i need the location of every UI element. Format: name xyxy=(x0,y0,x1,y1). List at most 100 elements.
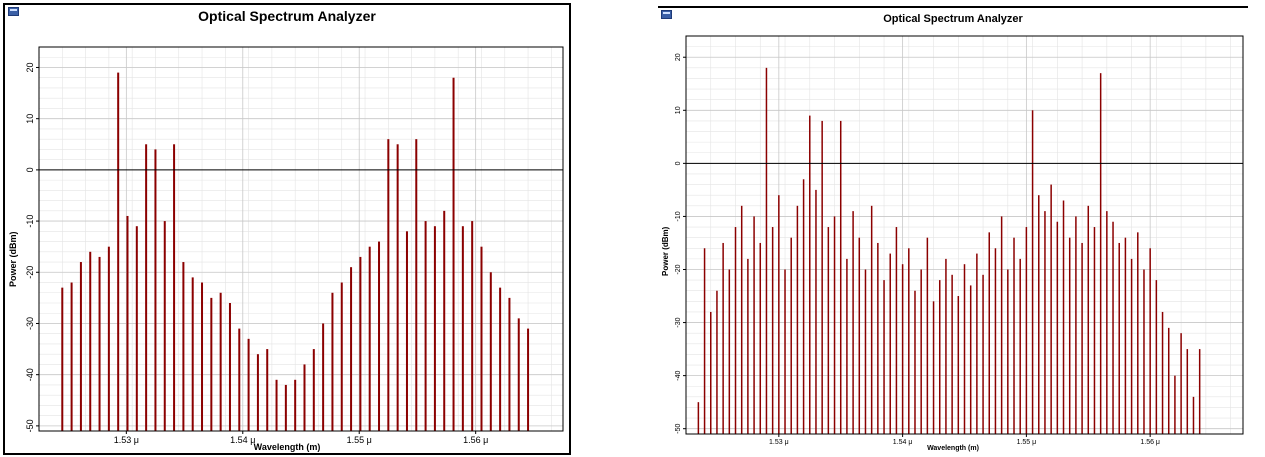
spectral-line xyxy=(815,189,817,434)
spectral-line xyxy=(765,67,768,434)
spectral-line xyxy=(1124,237,1127,434)
spectral-line xyxy=(517,318,520,431)
spectral-line xyxy=(1007,269,1009,434)
spectral-line xyxy=(126,215,129,431)
spectral-line xyxy=(778,195,780,434)
spectral-line xyxy=(858,237,861,434)
spectral-line xyxy=(275,379,278,431)
plot-frame xyxy=(38,46,564,432)
spectral-line xyxy=(821,120,823,434)
spectral-line xyxy=(839,120,842,434)
spectral-line xyxy=(368,246,371,431)
spectral-line xyxy=(945,258,947,434)
spectral-line xyxy=(284,384,287,431)
spectral-line xyxy=(322,323,325,431)
spectral-line xyxy=(173,144,176,431)
spectral-line xyxy=(994,248,997,434)
y-tick-label: -40 xyxy=(25,368,35,381)
y-tick-label: -50 xyxy=(25,419,35,432)
spectral-line xyxy=(79,262,82,431)
spectral-line xyxy=(1062,200,1065,434)
spectral-line xyxy=(969,285,972,434)
spectral-line xyxy=(359,256,362,431)
spectral-line xyxy=(1025,227,1028,434)
y-axis-label: Power (dBm) xyxy=(661,226,670,276)
y-tick-label: 10 xyxy=(25,114,35,124)
spectral-line xyxy=(722,242,724,434)
spectral-line xyxy=(827,227,830,434)
spectral-line xyxy=(266,349,269,431)
spectral-line xyxy=(163,221,166,431)
spectral-line xyxy=(135,226,138,431)
y-tick-label: -10 xyxy=(675,211,682,221)
spectral-line xyxy=(182,262,185,431)
spectral-line xyxy=(864,269,867,434)
x-tick-label: 1.54 μ xyxy=(893,439,913,446)
spectral-line xyxy=(833,216,836,434)
spectral-line xyxy=(228,303,231,431)
x-axis-label: Wavelength (m) xyxy=(927,445,979,452)
spectral-line xyxy=(238,328,241,431)
spectral-line xyxy=(728,269,731,434)
spectral-line xyxy=(889,253,891,434)
spectral-line xyxy=(117,72,120,431)
spectral-line xyxy=(951,274,953,434)
spectral-line xyxy=(1093,227,1096,434)
spectrum-plot-left: -50 -40 -30 -20 -10 0 10 20 1.53 μ 1.54 μ 1.55 μ 1.… xyxy=(25,46,564,445)
spectral-line xyxy=(1161,311,1164,434)
spectral-line xyxy=(471,221,474,431)
spectral-line xyxy=(1038,195,1040,434)
spectral-line xyxy=(433,226,436,431)
spectral-line xyxy=(716,290,718,434)
spectral-line xyxy=(1019,258,1021,434)
spectral-line xyxy=(350,267,353,431)
y-tick-label: -30 xyxy=(25,317,35,330)
spectral-line xyxy=(926,237,929,434)
y-tick-label: -40 xyxy=(675,370,682,380)
spectral-line xyxy=(957,296,960,434)
spectral-line xyxy=(753,216,755,434)
x-tick-label: 1.56 μ xyxy=(1140,439,1160,446)
spectral-line xyxy=(908,248,910,434)
spectral-line xyxy=(796,205,799,434)
spectral-line xyxy=(1056,221,1059,434)
spectral-line xyxy=(1112,221,1114,434)
y-tick-label: -30 xyxy=(675,317,682,327)
spectral-line xyxy=(1087,205,1090,434)
spectral-line xyxy=(424,221,427,431)
spectral-line xyxy=(145,144,148,431)
y-tick-label: -20 xyxy=(675,264,682,274)
spectral-line xyxy=(387,139,390,431)
spectral-line xyxy=(1081,242,1083,434)
y-tick-label: 20 xyxy=(25,62,35,72)
spectral-line xyxy=(443,210,446,431)
window-icon xyxy=(661,10,672,19)
spectral-line xyxy=(988,232,991,434)
spectral-line xyxy=(895,227,898,434)
spectral-line xyxy=(303,364,306,431)
spectrum-panel-left: Optical Spectrum Analyzer -50 -40 -30 -20 -1… xyxy=(3,3,571,455)
spectral-line xyxy=(89,251,92,431)
spectral-line xyxy=(877,242,879,434)
spectral-line xyxy=(920,269,922,434)
spectral-line xyxy=(1143,269,1145,434)
spectral-line xyxy=(1050,184,1052,434)
y-tick-label: 20 xyxy=(675,53,682,61)
spectral-line xyxy=(976,253,978,434)
spectral-line xyxy=(809,115,811,434)
spectral-line xyxy=(480,246,483,431)
spectral-line xyxy=(771,227,774,434)
y-tick-label: -10 xyxy=(25,215,35,228)
spectral-line xyxy=(405,231,408,431)
spectral-line xyxy=(1174,375,1176,434)
spectral-line xyxy=(312,349,315,431)
spectral-line xyxy=(883,280,885,434)
spectral-line xyxy=(790,237,792,434)
spectral-line xyxy=(710,311,712,434)
spectral-line xyxy=(852,211,854,434)
spectral-line xyxy=(1180,333,1182,434)
x-tick-label: 1.55 μ xyxy=(1017,439,1037,446)
spectral-line xyxy=(1137,232,1139,434)
spectral-line xyxy=(901,264,904,434)
spectral-line xyxy=(1198,349,1201,434)
